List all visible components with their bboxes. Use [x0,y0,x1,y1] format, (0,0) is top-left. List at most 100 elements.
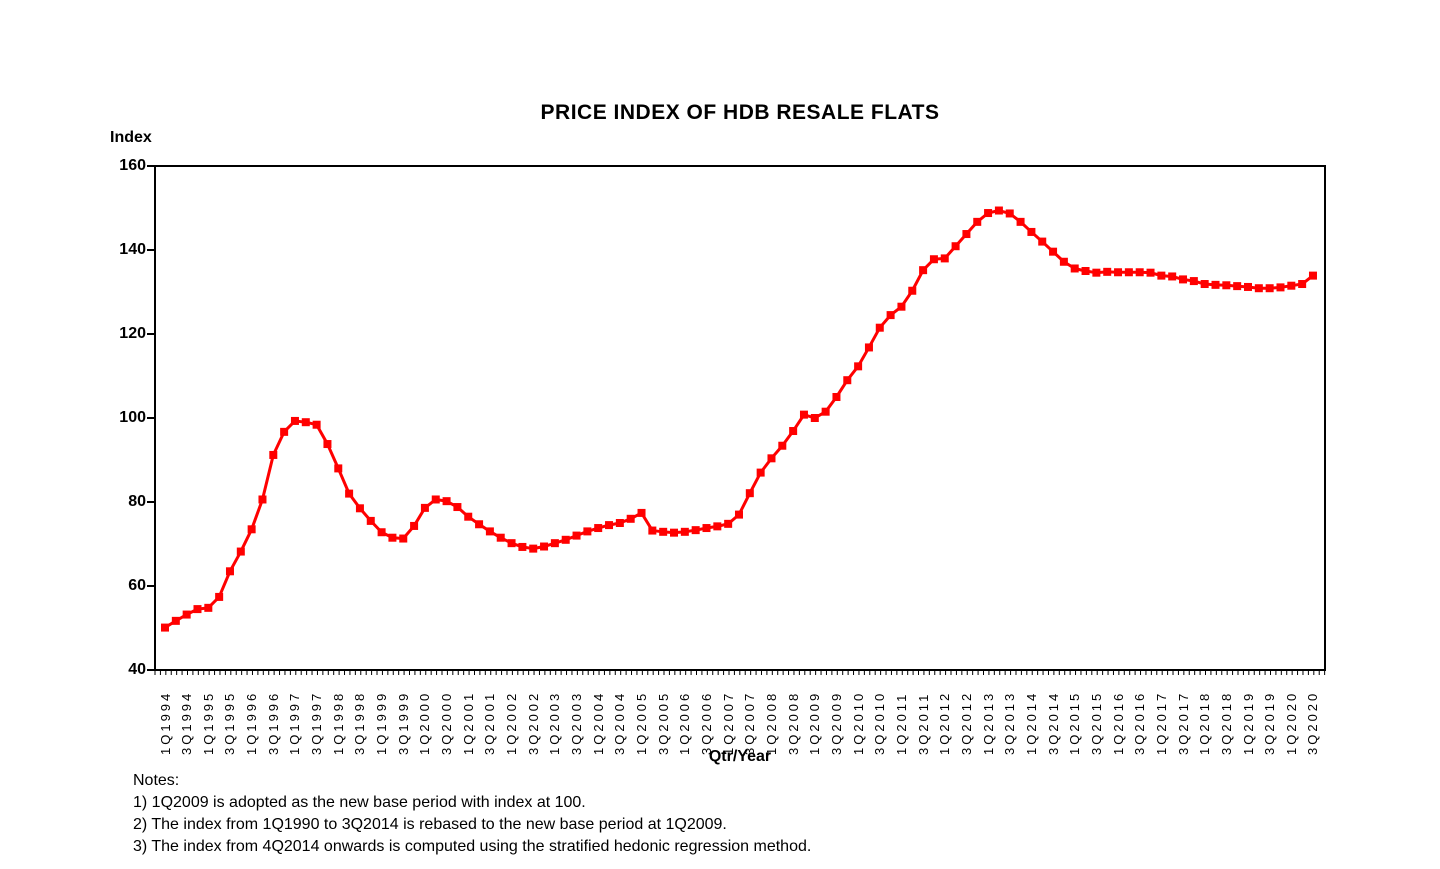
data-point-marker [1222,281,1231,290]
data-point-marker [345,489,354,498]
x-tick-label: 1Q2019 [1240,690,1256,755]
data-point-marker [789,427,798,436]
data-point-marker [204,603,213,612]
y-tick-label: 80 [128,493,146,510]
chart-title: PRICE INDEX OF HDB RESALE FLATS [540,101,940,124]
data-point-marker [1233,282,1242,291]
x-tick-label: 1Q1996 [244,690,260,755]
x-tick-label: 3Q2006 [699,690,714,755]
data-point-marker [962,230,971,239]
data-point-marker [973,217,982,226]
data-point-marker [984,209,993,218]
data-point-marker [540,542,549,551]
x-tick-label: 3Q2011 [915,691,931,755]
data-point-marker [583,527,592,536]
data-point-marker [1038,237,1047,246]
data-point-marker [1103,267,1112,276]
data-point-marker [236,547,245,556]
y-tick-label: 160 [119,157,146,174]
data-point-marker [1189,277,1198,286]
x-tick-label: 3Q1995 [222,690,238,755]
data-point-marker [215,592,224,601]
data-point-marker [1244,282,1252,291]
data-point-marker [594,524,603,533]
data-point-marker [1298,280,1307,289]
y-tick-label: 120 [119,325,146,342]
data-point-marker [323,440,332,449]
x-tick-label: 1Q2015 [1067,690,1083,755]
data-point-marker [1179,275,1188,284]
data-point-marker [475,520,484,529]
data-point-marker [767,454,776,463]
data-point-marker [626,514,635,523]
data-point-marker [702,524,711,533]
y-axis-title: Index [110,129,152,146]
data-point-marker [453,503,462,512]
data-point-marker [1070,264,1079,273]
x-tick-label: 1Q2011 [893,691,909,755]
x-tick-label: 3Q2004 [612,690,628,755]
x-tick-label: 1Q1998 [330,690,346,755]
data-point-marker [1146,268,1155,277]
data-point-marker [1092,268,1101,277]
data-point-marker [1135,268,1144,277]
note-item: 1) 1Q2009 is adopted as the new base per… [133,794,586,811]
data-point-marker [410,521,419,530]
data-point-marker [919,266,928,275]
data-point-marker [670,528,679,537]
data-point-marker [1049,247,1058,256]
data-point-marker [886,311,895,320]
x-tick-label: 1Q2000 [417,690,433,755]
data-point-marker [518,542,527,551]
data-point-marker [431,495,440,504]
data-point-marker [810,414,819,422]
data-point-marker [420,503,429,512]
x-tick-label: 1Q2016 [1110,690,1126,755]
data-point-marker [1168,272,1177,281]
data-point-marker [1287,281,1296,290]
x-tick-label: 3Q2017 [1175,690,1191,755]
data-point-marker [258,495,267,504]
x-tick-label: 1Q2014 [1023,690,1039,755]
notes-heading: Notes: [133,772,180,789]
data-point-marker [756,468,765,477]
data-point-marker [605,521,614,530]
x-tick-label: 3Q2019 [1262,690,1278,755]
data-point-marker [734,510,743,519]
data-point-marker [659,527,668,536]
data-point-marker [637,508,646,517]
data-point-marker [951,242,960,251]
y-tick-label: 40 [128,661,146,678]
data-point-marker [290,416,299,425]
x-tick-label: 3Q1994 [179,690,195,755]
data-point-marker [940,254,949,263]
x-tick-label: 3Q2014 [1045,690,1061,755]
data-point-marker [821,407,830,416]
data-point-marker [399,534,408,543]
data-point-marker [442,497,451,506]
x-tick-label: 3Q1996 [265,690,281,755]
data-point-marker [301,418,310,427]
data-point-marker [529,544,538,553]
data-point-marker [1081,267,1090,275]
data-point-marker [1016,217,1025,226]
x-tick-label: 1Q2001 [460,690,476,755]
x-tick-label: 1Q2013 [980,690,996,755]
x-tick-label: 1Q2006 [677,690,693,755]
x-tick-label: 1Q1997 [287,690,303,755]
x-tick-label: 1Q2002 [504,690,520,755]
data-point-marker [388,533,397,542]
x-axis-title: Qtr/Year [708,748,772,765]
data-point-marker [1308,271,1317,280]
data-point-marker [897,302,906,311]
data-point-marker [1114,268,1123,277]
x-tick-label: 3Q2000 [439,690,455,755]
data-point-marker [485,527,494,536]
x-tick-label: 3Q1997 [309,690,325,755]
data-point-marker [713,522,722,531]
data-point-marker [1005,209,1014,218]
data-point-marker [1124,268,1133,277]
x-tick-label: 1Q2007 [720,690,736,755]
